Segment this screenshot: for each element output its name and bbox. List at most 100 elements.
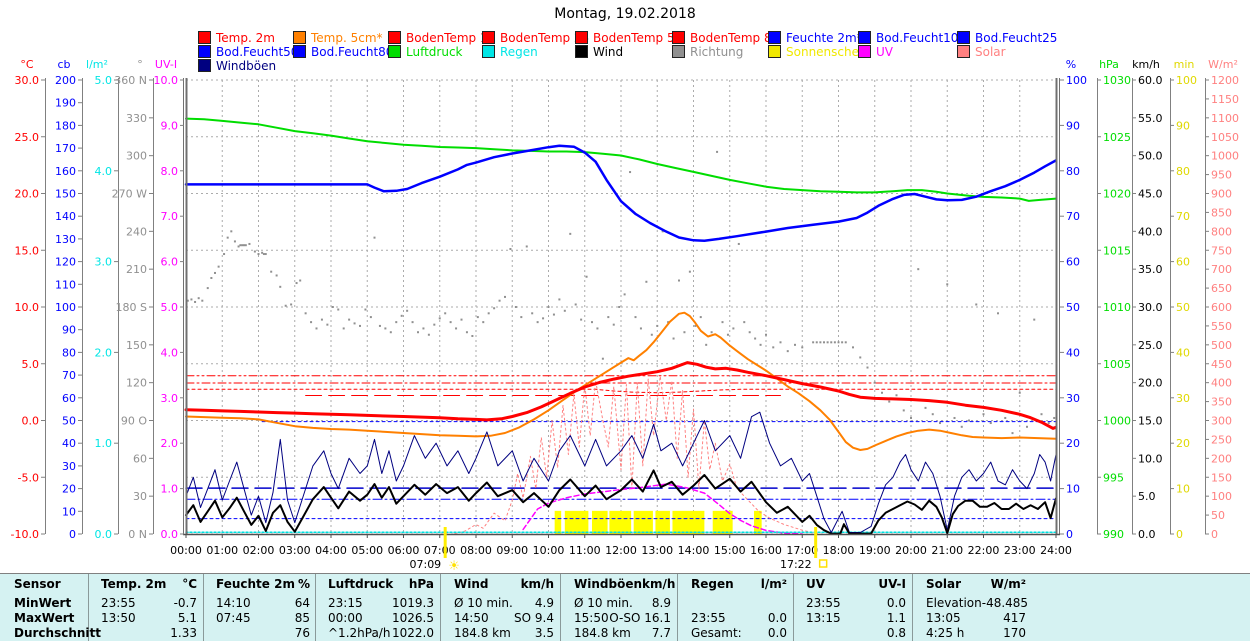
- direction-dot: [765, 333, 767, 336]
- legend-label: Temp. 5cm*: [311, 30, 383, 45]
- legend-item-temp-5cm: Temp. 5cm*: [293, 30, 383, 45]
- axis-tick-label: 30: [62, 460, 76, 473]
- legend-label: BodenTemp 50: [593, 30, 683, 45]
- sunrise-marker: 07:09 ☀: [409, 527, 460, 574]
- table-cell: Solar: [926, 577, 962, 591]
- direction-dot: [574, 303, 577, 306]
- hour-label: 18:00: [823, 544, 855, 557]
- axis-tick-label: 20.0: [1138, 377, 1163, 390]
- hour-label: 11:00: [569, 544, 601, 557]
- sunshine-bar: [592, 510, 608, 534]
- sunshine-bar: [672, 510, 705, 534]
- axis-tick-label: 550: [1211, 320, 1232, 333]
- direction-dot: [772, 346, 775, 349]
- direction-dot: [759, 343, 762, 346]
- direction-dot: [331, 306, 334, 308]
- sunshine-bar: [754, 510, 762, 534]
- table-cell: 23:55: [806, 596, 841, 610]
- axis-tick-label: 90 O: [121, 415, 147, 428]
- axis-tick-label: 140: [55, 210, 76, 223]
- axis-tick-label: 80: [1066, 165, 1080, 178]
- axis-unit: W/m²: [1208, 58, 1238, 71]
- direction-dot: [422, 327, 425, 330]
- series-temp-2m: [184, 361, 1058, 430]
- table-row: MaxWert: [8, 611, 86, 625]
- axis-tick-label: 5.0: [95, 74, 113, 87]
- axis-tick-label: 150: [1211, 471, 1232, 484]
- axis-tick-label: 1.0: [161, 483, 179, 496]
- axis-tick-label: 130: [55, 233, 76, 246]
- table-row: Elevation -48.485: [920, 596, 1028, 610]
- table-row: 23:55 0.0: [685, 611, 787, 625]
- axis-tick-label: 10.0: [1138, 452, 1163, 465]
- table-cell: [800, 626, 806, 640]
- table-cell: 0.8: [886, 626, 906, 640]
- direction-dot: [726, 333, 729, 336]
- direction-dot: [1040, 413, 1043, 416]
- table-cell: 184.8 km: [574, 626, 631, 640]
- legend-swatch-bod-feucht10: [858, 31, 871, 44]
- legend-swatch-regen: [482, 45, 495, 58]
- table-separator: [203, 574, 204, 641]
- sunset-marker: 17:22: [780, 527, 828, 571]
- legend-swatch-bod-feucht50: [198, 45, 211, 58]
- axis-tick-label: 30.0: [1138, 301, 1163, 314]
- direction-dot: [710, 331, 713, 334]
- legend-swatch-richtung: [672, 45, 685, 58]
- hour-label: 05:00: [351, 544, 383, 557]
- table-cell: 15:50: [574, 611, 609, 625]
- axis-tick-label: 150: [55, 188, 76, 201]
- axis-tick-label: 35.0: [1138, 263, 1163, 276]
- direction-dot: [823, 341, 825, 344]
- axis-tick-label: 4.0: [95, 165, 113, 178]
- direction-dot: [257, 253, 260, 256]
- legend-label: UV: [876, 44, 893, 59]
- direction-dot: [449, 321, 452, 324]
- table-cell: 1026.5: [392, 611, 434, 625]
- direction-dot: [1004, 416, 1007, 419]
- legend-item-temp-2m: Temp. 2m: [198, 31, 275, 45]
- direction-dot: [1047, 422, 1050, 425]
- direction-dot: [186, 299, 189, 302]
- table-cell: 0.0: [767, 611, 787, 625]
- axis-tick-label: 200: [55, 74, 76, 87]
- axis-tick-label: 3.0: [95, 256, 113, 269]
- direction-dot: [968, 419, 970, 422]
- table-cell: 3.5: [534, 626, 554, 640]
- hour-label: 06:00: [388, 544, 420, 557]
- axis-tick-label: 170: [55, 142, 76, 155]
- table-cell: 0.0: [767, 626, 787, 640]
- axis-tick-label: -10.0: [11, 528, 39, 541]
- direction-dot: [279, 285, 282, 288]
- table-row: 13:15 1.1: [800, 611, 906, 625]
- hour-label: 00:00: [170, 544, 202, 557]
- table-cell: Wind: [454, 577, 489, 591]
- direction-dot: [509, 247, 512, 250]
- table-cell: Windböen: [574, 577, 642, 591]
- direction-dot: [194, 300, 197, 303]
- table-column-regen: Regen l/m² 23:55 0.0 Gesamt: 0.0: [685, 574, 787, 641]
- axis-c: °C 30.0 25.0 20.0 15.0 10.0 5.0 0.0 -5.0 -10.0: [11, 58, 46, 541]
- hour-label: 22:00: [968, 544, 1000, 557]
- axis-tick-label: 50: [62, 415, 76, 428]
- direction-dot: [563, 309, 566, 312]
- axis-tick-label: 100: [55, 301, 76, 314]
- hour-label: 20:00: [895, 544, 927, 557]
- direction-dot: [320, 318, 323, 321]
- table-row: 23:55 -0.7: [95, 596, 197, 610]
- axis-tick-label: 20: [1176, 437, 1190, 450]
- table-separator: [560, 574, 561, 641]
- direction-dot: [629, 171, 632, 174]
- table-row: 1.33: [95, 626, 197, 640]
- axis-tick-label: 1150: [1211, 93, 1239, 106]
- axis-tick-label: 10: [62, 505, 76, 518]
- direction-dot: [819, 341, 822, 344]
- axis-tick-label: 20.0: [15, 188, 40, 201]
- direction-dot: [389, 331, 392, 334]
- direction-dot: [337, 308, 340, 311]
- table-cell: 184.8 km: [454, 626, 511, 640]
- direction-dot: [525, 245, 528, 248]
- axis-cb: cb20019018017016015014013012011010090807…: [55, 58, 83, 541]
